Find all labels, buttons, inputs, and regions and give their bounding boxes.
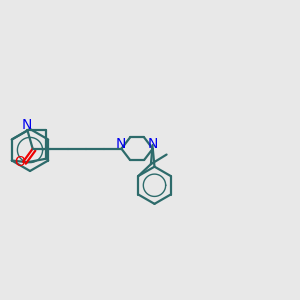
Text: N: N — [148, 136, 158, 151]
Text: N: N — [116, 136, 126, 151]
Text: O: O — [14, 155, 25, 170]
Text: N: N — [22, 118, 32, 132]
